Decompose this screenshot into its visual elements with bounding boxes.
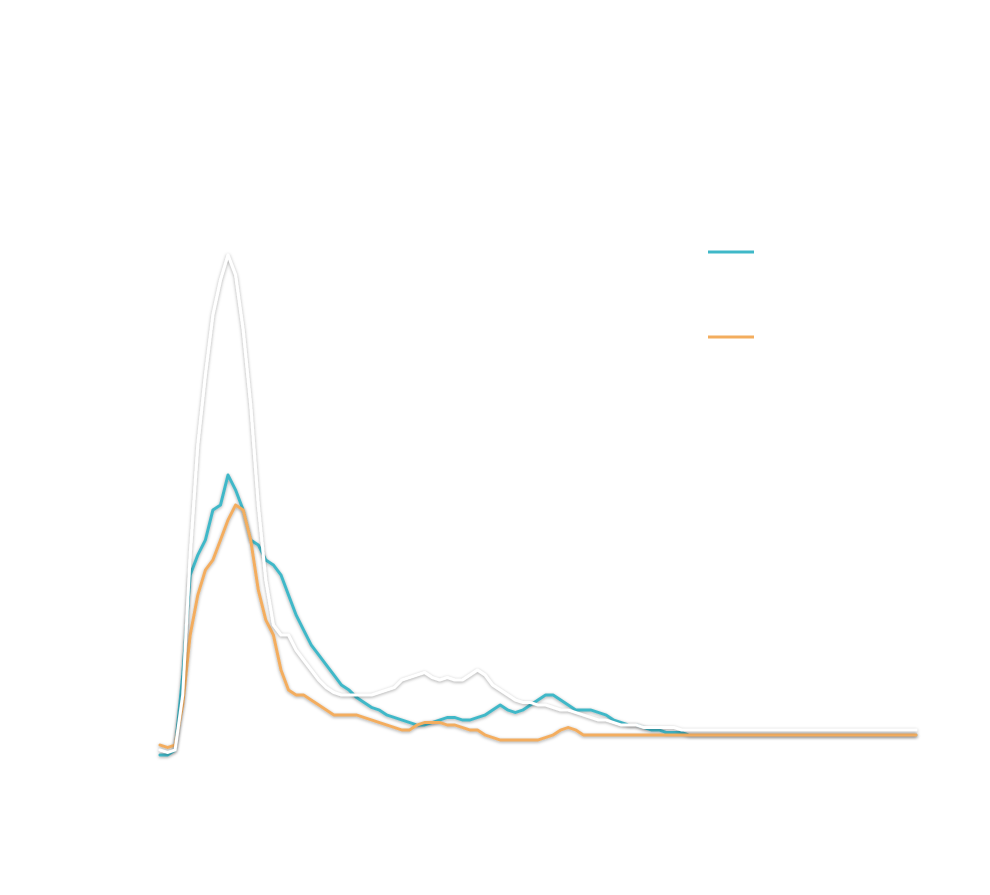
series-line-1 (158, 473, 918, 757)
chart-legend (708, 250, 754, 339)
series-line-2 (158, 503, 918, 749)
series-line-3 (158, 253, 918, 754)
plot-area (158, 253, 918, 757)
